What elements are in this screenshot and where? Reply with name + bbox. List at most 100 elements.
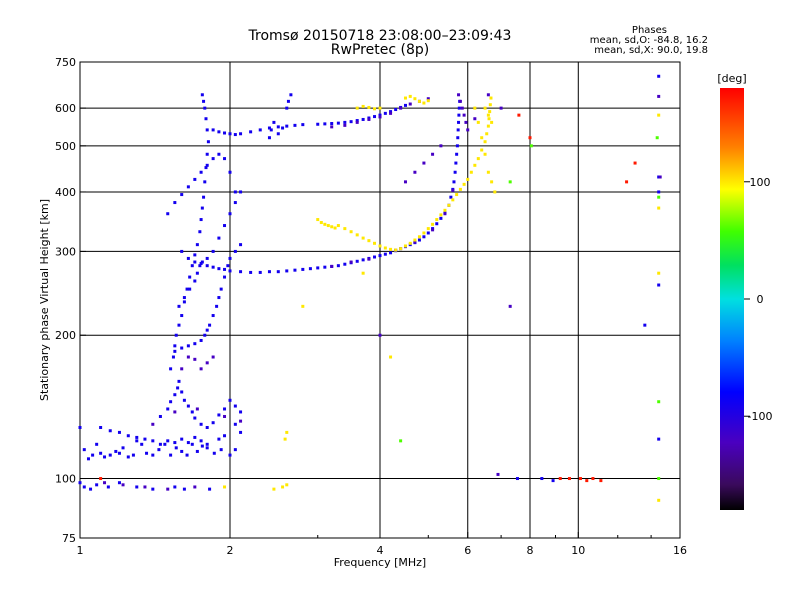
echo-point <box>462 113 466 117</box>
echo-point <box>633 161 637 165</box>
echo-point <box>78 481 82 485</box>
echo-point <box>233 422 237 426</box>
echo-point <box>473 163 477 167</box>
echo-point <box>228 453 232 457</box>
echo-point <box>417 238 421 242</box>
echo-point <box>239 243 243 247</box>
echo-point <box>193 357 197 361</box>
echo-point <box>173 201 177 205</box>
echo-point <box>193 485 197 489</box>
echo-point <box>657 271 661 275</box>
echo-point <box>131 453 135 457</box>
echo-point <box>476 157 480 161</box>
echo-point <box>361 117 365 121</box>
x-tick-label: 1 <box>77 544 84 557</box>
echo-point <box>389 247 393 251</box>
echo-point <box>208 323 212 327</box>
echo-point <box>180 346 184 350</box>
echo-point <box>285 124 289 128</box>
echo-point <box>462 182 466 186</box>
x-tick-label: 2 <box>227 544 234 557</box>
echo-point <box>108 453 112 457</box>
echo-point <box>199 218 203 222</box>
echo-point <box>205 328 209 332</box>
echo-point <box>166 487 170 491</box>
echo-point <box>82 485 86 489</box>
colorbar-tick-label: -100 <box>748 410 773 423</box>
echo-point <box>367 105 371 109</box>
echo-point <box>493 190 497 194</box>
echo-point <box>223 224 227 228</box>
echo-point <box>177 379 181 383</box>
echo-point <box>267 136 271 140</box>
y-tick-label: 100 <box>55 473 76 486</box>
echo-point <box>95 442 99 446</box>
echo-point <box>217 296 221 300</box>
echo-point <box>223 434 227 438</box>
echo-point <box>394 108 398 112</box>
echo-point <box>223 275 227 279</box>
echo-point <box>193 342 197 346</box>
echo-point <box>217 130 221 134</box>
echo-point <box>483 140 487 144</box>
echo-point <box>173 410 177 414</box>
echo-point <box>205 152 209 156</box>
echo-point <box>361 236 365 240</box>
echo-point <box>233 404 237 408</box>
echo-point <box>180 437 184 441</box>
y-tick-label: 500 <box>55 140 76 153</box>
x-tick-label: 8 <box>527 544 534 557</box>
echo-point <box>378 106 382 110</box>
echo-point <box>657 206 661 210</box>
echo-point <box>486 93 490 97</box>
echo-point <box>228 398 232 402</box>
echo-point <box>439 216 443 220</box>
echo-point <box>413 170 417 174</box>
echo-point <box>439 213 443 217</box>
y-tick-label: 300 <box>55 245 76 258</box>
echo-point <box>276 270 280 274</box>
echo-point <box>143 437 147 441</box>
echo-point <box>186 344 190 348</box>
echo-point <box>343 262 347 266</box>
echo-point <box>239 410 243 414</box>
echo-point <box>195 243 199 247</box>
echo-point <box>591 477 595 481</box>
echo-point <box>226 264 230 268</box>
echo-point <box>655 136 659 140</box>
echo-point <box>426 231 430 235</box>
echo-point <box>177 323 181 327</box>
echo-point <box>403 244 407 248</box>
echo-point <box>480 148 484 152</box>
echo-point <box>205 442 209 446</box>
echo-point <box>330 122 334 126</box>
echo-point <box>219 287 223 291</box>
echo-point <box>413 97 417 101</box>
echo-point <box>435 218 439 222</box>
echo-point <box>483 106 487 110</box>
echo-point <box>211 265 215 269</box>
echo-point <box>355 106 359 110</box>
echo-point <box>457 106 461 110</box>
echo-point <box>145 451 149 455</box>
echo-point <box>301 123 305 127</box>
echo-point <box>173 485 177 489</box>
echo-point <box>343 123 347 127</box>
echo-point <box>657 94 661 98</box>
echo-point <box>272 487 276 491</box>
echo-point <box>455 144 459 148</box>
echo-point <box>199 170 203 174</box>
echo-point <box>228 132 232 136</box>
echo-point <box>657 190 661 194</box>
echo-point <box>517 113 521 117</box>
echo-point <box>158 442 162 446</box>
echo-point <box>367 239 371 243</box>
echo-point <box>413 240 417 244</box>
echo-point <box>228 256 232 260</box>
echo-point <box>267 270 271 274</box>
echo-point <box>499 106 503 110</box>
echo-point <box>180 367 184 371</box>
echo-point <box>343 227 347 231</box>
echo-point <box>578 477 582 481</box>
x-tick-label: 6 <box>464 544 471 557</box>
